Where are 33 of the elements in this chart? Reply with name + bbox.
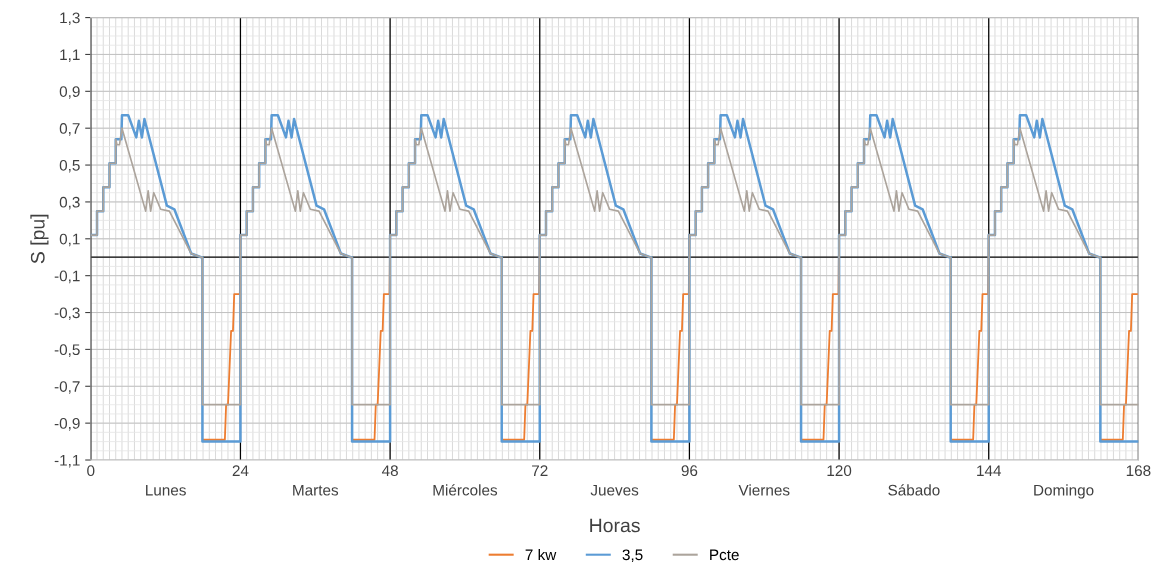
y-tick-label: -0,9 — [54, 418, 80, 431]
x-axis-title: Horas — [590, 518, 640, 533]
text: Domingo — [1034, 484, 1094, 499]
x-tick-label: 168 — [1126, 465, 1151, 477]
y-tick-label: -0,3 — [54, 307, 80, 321]
legend-label: Pcte — [710, 549, 739, 561]
text: Jueves — [590, 484, 639, 496]
x-tick-label: 0 — [87, 465, 95, 477]
text: Martes — [293, 484, 339, 496]
x-tick-label: 48 — [381, 465, 398, 477]
text: Miércoles — [433, 484, 498, 496]
text: Sábado — [888, 484, 940, 496]
x-tick-label: 96 — [681, 465, 698, 477]
y-tick-label: 0,5 — [59, 159, 80, 173]
text: Viernes — [738, 484, 790, 496]
x-tick-label: 144 — [977, 465, 1002, 476]
legend-label: 7 kw — [525, 548, 557, 561]
y-tick-label: -0,5 — [54, 344, 80, 357]
x-tick-label: 24 — [232, 465, 249, 476]
y-tick-label: 0,3 — [59, 196, 80, 210]
y-tick-label: -1,1 — [54, 455, 80, 468]
y-tick-label: 0,9 — [59, 86, 80, 99]
text: Lunes — [146, 484, 186, 496]
y-tick-label: -0,7 — [54, 381, 80, 394]
y-tick-label: 0,1 — [59, 233, 80, 247]
x-tick-label: 72 — [532, 465, 548, 476]
y-axis-title: S [pu] — [30, 214, 49, 264]
y-tick-label: 1,3 — [60, 12, 80, 26]
y-tick-label: 0,7 — [59, 123, 80, 136]
y-tick-label: 1,1 — [60, 49, 80, 62]
x-tick-label: 120 — [827, 465, 852, 477]
y-tick-label: -0,1 — [54, 270, 80, 284]
legend-label: 3,5 — [622, 549, 643, 562]
